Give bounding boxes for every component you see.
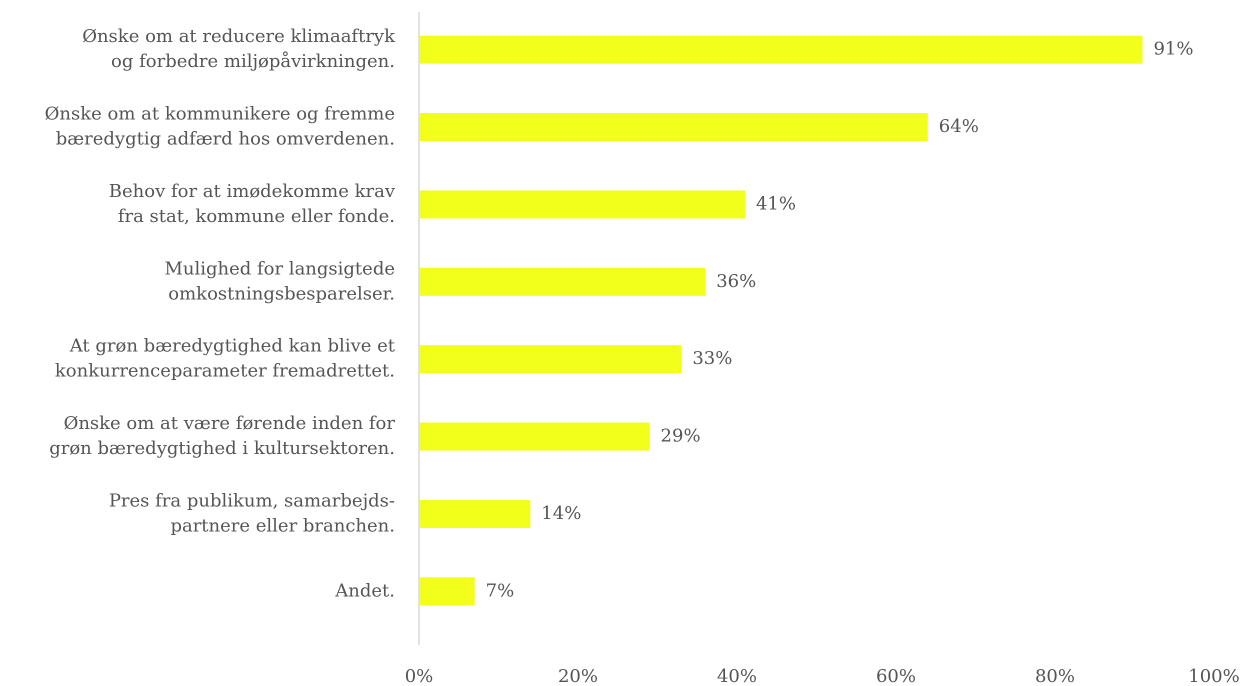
x-tick-label: 60% [876,666,916,686]
y-tick-label-line: Pres fra publikum, samarbejds- [109,490,395,511]
x-tick-label: 0% [405,666,434,686]
x-tick-label: 40% [717,666,757,686]
bar [419,190,745,219]
value-label: 36% [716,271,756,292]
y-tick-label-line: partnere eller branchen. [170,515,395,536]
y-tick-label-line: fra stat, kommune eller fonde. [118,206,395,227]
y-tick-label-line: Ønske om at være førende inden for [64,413,396,434]
bar [419,499,531,528]
value-label: 41% [756,193,796,214]
y-tick-label-line: grøn bæredygtighed i kultursektoren. [49,438,395,459]
y-tick-label-line: At grøn bæredygtighed kan blive et [69,336,396,357]
y-tick-label-line: bæredygtig adfærd hos omverdenen. [56,129,395,150]
bar [419,267,706,296]
y-tick-label: Ønske om at kommunikere og fremme bæredyg… [45,104,395,150]
y-tick-label-line: og forbedre miljøpåvirkningen. [111,50,395,72]
value-label: 64% [939,116,979,137]
y-tick-label-line: Behov for at imødekomme krav [109,181,396,202]
y-tick-label: At grøn bæredygtighed kan blive et konkur… [55,336,396,382]
y-tick-label: Mulighed for langsigtede omkostningsbespa… [164,258,395,304]
y-tick-label: Behov for at imødekomme krav fra stat, ko… [109,181,396,227]
y-tick-label: Pres fra publikum, samarbejds-partnere e… [109,490,395,536]
bar [419,113,928,142]
value-label: 91% [1153,39,1193,60]
y-tick-label: Andet. [334,580,395,601]
y-tick-label-line: omkostningsbesparelser. [168,283,395,304]
y-tick-label-line: Ønske om at reducere klimaaftryk [82,26,396,47]
value-label: 29% [661,426,701,447]
x-tick-label: 100% [1188,666,1239,686]
value-label: 7% [486,580,515,601]
value-label: 33% [692,348,732,369]
bar [419,422,650,451]
bar [419,345,682,374]
value-label: 14% [541,503,581,524]
bar [419,577,475,606]
y-tick-label-line: konkurrenceparameter fremadrettet. [55,361,395,382]
bar [419,35,1143,64]
y-tick-label-line: Ønske om at kommunikere og fremme [45,104,395,125]
y-tick-label: Ønske om at være førende inden for grøn b… [49,413,395,459]
x-tick-label: 80% [1035,666,1075,686]
y-tick-label-line: Mulighed for langsigtede [164,258,395,279]
y-tick-label-line: Andet. [334,580,395,601]
x-tick-label: 20% [558,666,598,686]
y-tick-label: Ønske om at reducere klimaaftryk og forbe… [82,26,396,72]
